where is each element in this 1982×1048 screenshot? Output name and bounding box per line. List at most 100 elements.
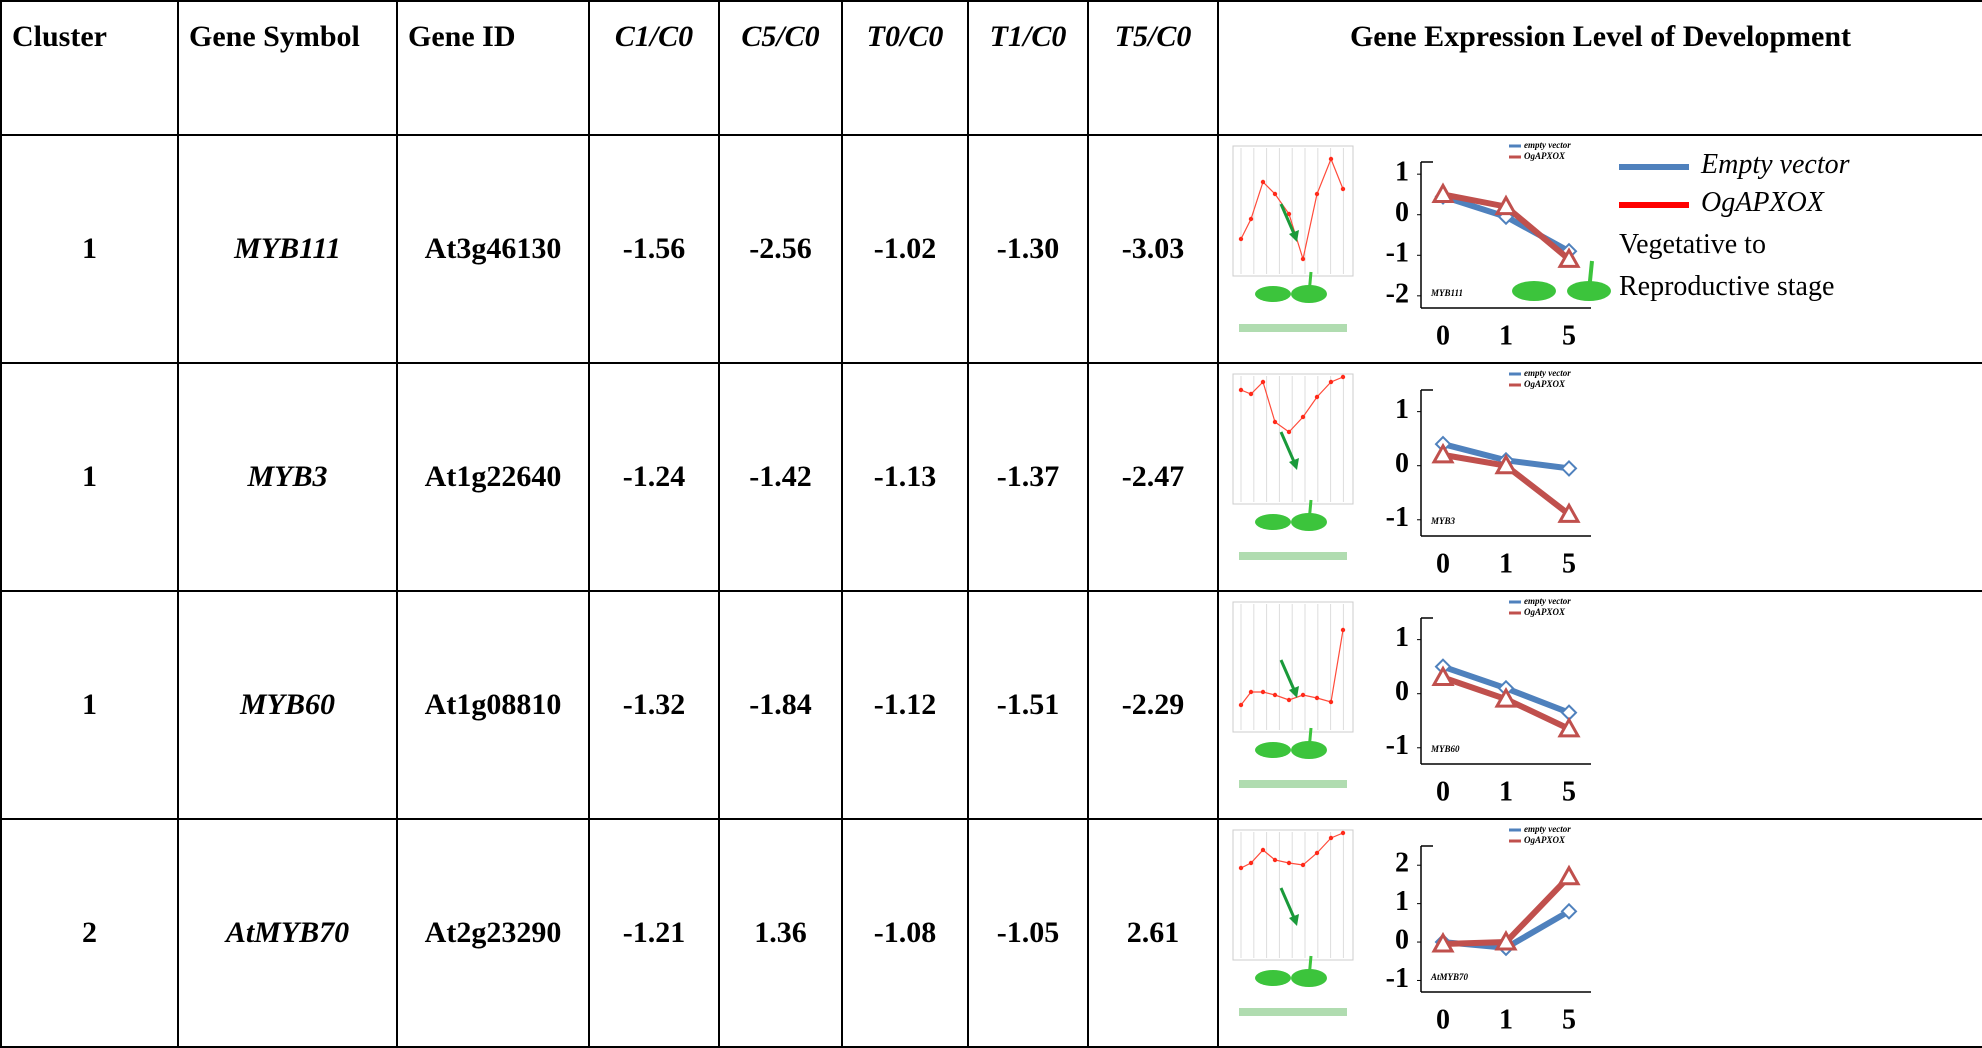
plot-cell: 10-1015MYB3empty vectorOgAPXOX [1218, 363, 1982, 591]
thumb-strip [1239, 1008, 1347, 1016]
thumb-strip [1239, 324, 1347, 332]
table-cell: -1.42 [719, 363, 842, 591]
table-cell: -1.13 [842, 363, 968, 591]
y-tick-label: 0 [1395, 448, 1409, 479]
thumb-dot [1301, 693, 1305, 697]
table-cell: At1g22640 [397, 363, 589, 591]
stage-icon [1509, 256, 1619, 306]
x-tick-label: 5 [1562, 320, 1576, 351]
thumb-dot [1239, 703, 1243, 707]
thumb-dot [1315, 851, 1319, 855]
thumb-dot [1273, 192, 1277, 196]
header-cell: C1/C0 [589, 1, 719, 135]
legend-label: OgAPXOX [1524, 379, 1566, 389]
marker-diamond [1562, 461, 1576, 475]
chart-label: MYB111 [1430, 288, 1463, 298]
y-tick-label: -1 [1386, 502, 1409, 533]
thumb-plant [1255, 970, 1291, 986]
chart-label: MYB3 [1430, 516, 1456, 526]
table-cell: -1.05 [968, 819, 1088, 1047]
thumb-dot [1341, 628, 1345, 632]
chart-label: MYB60 [1430, 744, 1460, 754]
thumb-strip [1239, 780, 1347, 788]
table-cell: At1g08810 [397, 591, 589, 819]
thumb-dot [1261, 380, 1265, 384]
gene-symbol: MYB111 [178, 135, 397, 363]
thumb-frame [1233, 146, 1353, 276]
y-tick-label: -2 [1386, 278, 1409, 309]
legend-swatch [1619, 164, 1689, 170]
table-cell: -1.84 [719, 591, 842, 819]
legend-label: OgAPXOX [1524, 151, 1566, 161]
thumb-dot [1315, 395, 1319, 399]
plot-area: 210-1015AtMYB70empty vectorOgAPXOX [1219, 820, 1982, 1046]
plot-cell: 210-1015AtMYB70empty vectorOgAPXOX [1218, 819, 1982, 1047]
header-cell: Gene Expression Level of Development [1218, 1, 1982, 135]
table-cell: -2.56 [719, 135, 842, 363]
y-tick-label: 1 [1395, 157, 1409, 188]
thumb-dot [1239, 388, 1243, 392]
table-cell: -1.08 [842, 819, 968, 1047]
table-cell: -1.02 [842, 135, 968, 363]
thumb-dot [1273, 420, 1277, 424]
thumb-dot [1273, 858, 1277, 862]
x-tick-label: 0 [1436, 320, 1450, 351]
thumb-dot [1341, 375, 1345, 379]
x-tick-label: 5 [1562, 1004, 1576, 1035]
chart-label: AtMYB70 [1430, 972, 1469, 982]
table-cell: -1.37 [968, 363, 1088, 591]
table-cell: -1.51 [968, 591, 1088, 819]
page: ClusterGene SymbolGene IDC1/C0C5/C0T0/C0… [0, 0, 1982, 1025]
x-tick-label: 5 [1562, 776, 1576, 807]
gene-table: ClusterGene SymbolGene IDC1/C0C5/C0T0/C0… [0, 0, 1982, 1048]
gene-symbol: AtMYB70 [178, 819, 397, 1047]
table-cell: At2g23290 [397, 819, 589, 1047]
y-tick-label: 0 [1395, 676, 1409, 707]
header-cell: T5/C0 [1088, 1, 1218, 135]
x-tick-label: 0 [1436, 776, 1450, 807]
thumb-dot [1239, 237, 1243, 241]
table-row: 1MYB3At1g22640-1.24-1.42-1.13-1.37-2.471… [1, 363, 1982, 591]
thumb-dot [1249, 861, 1253, 865]
header-cell: T1/C0 [968, 1, 1088, 135]
thumb-dot [1315, 696, 1319, 700]
thumb-dot [1301, 257, 1305, 261]
table-cell: 1 [1, 135, 178, 363]
y-tick-label: -1 [1386, 730, 1409, 761]
thumb-strip [1239, 552, 1347, 560]
table-row: 1MYB60At1g08810-1.32-1.84-1.12-1.51-2.29… [1, 591, 1982, 819]
y-tick-label: -1 [1386, 238, 1409, 269]
table-cell: 2.61 [1088, 819, 1218, 1047]
expression-thumbnail [1231, 144, 1356, 352]
gene-symbol: MYB60 [178, 591, 397, 819]
legend-label: OgAPXOX [1524, 607, 1566, 617]
thumb-dot [1261, 848, 1265, 852]
thumb-dot [1287, 430, 1291, 434]
thumb-plant [1255, 514, 1291, 530]
thumb-dot [1261, 180, 1265, 184]
thumb-dot [1249, 690, 1253, 694]
header-cell: T0/C0 [842, 1, 968, 135]
legend-label: empty vector [1524, 368, 1571, 378]
table-cell: -1.56 [589, 135, 719, 363]
legend-label: OgAPXOX [1524, 835, 1566, 845]
x-tick-label: 1 [1499, 320, 1513, 351]
gene-symbol: MYB3 [178, 363, 397, 591]
thumb-stem [1309, 728, 1311, 750]
x-tick-label: 1 [1499, 1004, 1513, 1035]
plot-cell: 10-1015MYB60empty vectorOgAPXOX [1218, 591, 1982, 819]
thumb-dot [1329, 700, 1333, 704]
y-tick-label: 1 [1395, 394, 1409, 425]
table-cell: -1.24 [589, 363, 719, 591]
table-row: 2AtMYB70At2g23290-1.211.36-1.08-1.052.61… [1, 819, 1982, 1047]
thumb-dot [1329, 157, 1333, 161]
y-tick-label: 1 [1395, 886, 1409, 917]
line-chart: 10-1-2015MYB111empty vectorOgAPXOX [1359, 140, 1609, 360]
line-chart: 10-1015MYB60empty vectorOgAPXOX [1359, 596, 1609, 816]
thumb-dot [1287, 698, 1291, 702]
